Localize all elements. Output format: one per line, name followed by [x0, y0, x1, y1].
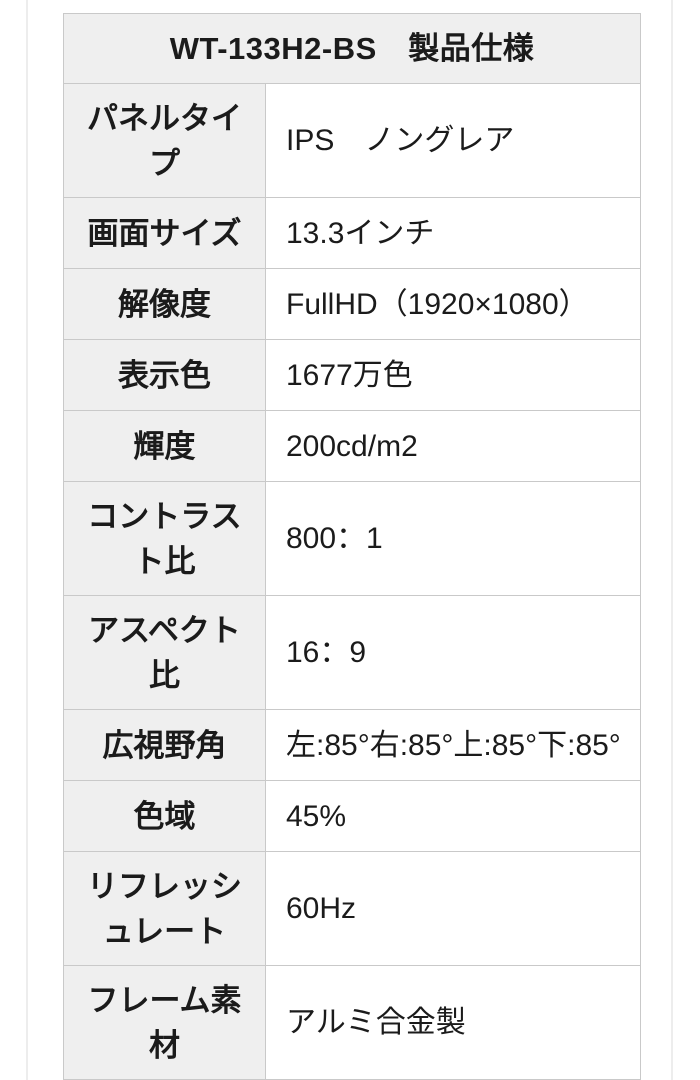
- spec-label-cell: 表示色: [63, 339, 266, 411]
- spec-row: 表示色 1677万色: [63, 339, 642, 411]
- spec-row: 広視野角 左:85°右:85°上:85°下:85°: [63, 709, 642, 781]
- spec-value-cell: 13.3インチ: [264, 197, 642, 269]
- spec-value-cell: FullHD（1920×1080）: [264, 268, 642, 340]
- spec-label-cell: 色域: [63, 780, 266, 852]
- spec-label-cell: コントラスト比: [63, 481, 266, 596]
- spec-label-cell: 画面サイズ: [63, 197, 266, 269]
- spec-row: リフレッシュレート 60Hz: [63, 851, 642, 966]
- page-gutter-line-left: [26, 0, 28, 1080]
- spec-label-cell: 輝度: [63, 410, 266, 482]
- spec-value-cell: 左:85°右:85°上:85°下:85°: [264, 709, 642, 781]
- spec-row: パネルタイプ IPS ノングレア: [63, 83, 642, 198]
- page-gutter-line-right: [671, 0, 673, 1080]
- spec-label-cell: リフレッシュレート: [63, 851, 266, 966]
- table-title: WT-133H2-BS 製品仕様: [62, 13, 642, 84]
- spec-row: フレーム素材 アルミ合金製: [63, 965, 642, 1080]
- spec-label-cell: フレーム素材: [63, 965, 266, 1080]
- spec-value-cell: IPS ノングレア: [264, 83, 642, 198]
- spec-row: コントラスト比 800：1: [63, 481, 642, 596]
- spec-label-cell: 広視野角: [63, 709, 266, 781]
- spec-row: アスペクト比 16：9: [63, 595, 642, 710]
- spec-value-cell: 45%: [264, 780, 642, 852]
- spec-value-cell: 800：1: [264, 481, 642, 596]
- spec-value-cell: 1677万色: [264, 339, 642, 411]
- product-spec-table: WT-133H2-BS 製品仕様 パネルタイプ IPS ノングレア 画面サイズ …: [62, 13, 642, 1080]
- spec-table-body: パネルタイプ IPS ノングレア 画面サイズ 13.3インチ 解像度 FullH…: [63, 83, 642, 1080]
- spec-row: 色域 45%: [63, 780, 642, 852]
- spec-header-row: WT-133H2-BS 製品仕様: [62, 13, 642, 84]
- spec-value-cell: 60Hz: [264, 851, 642, 966]
- spec-row: 解像度 FullHD（1920×1080）: [63, 268, 642, 340]
- spec-label-cell: 解像度: [63, 268, 266, 340]
- spec-value-cell: 200cd/m2: [264, 410, 642, 482]
- spec-value-cell: アルミ合金製: [264, 965, 642, 1080]
- spec-label-cell: アスペクト比: [63, 595, 266, 710]
- spec-value-cell: 16：9: [264, 595, 642, 710]
- spec-label-cell: パネルタイプ: [63, 83, 266, 198]
- spec-row: 輝度 200cd/m2: [63, 410, 642, 482]
- spec-row: 画面サイズ 13.3インチ: [63, 197, 642, 269]
